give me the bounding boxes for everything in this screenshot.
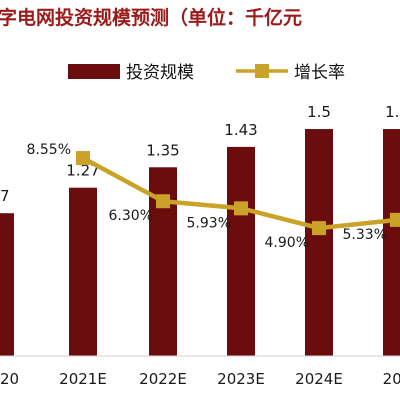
x-tick-2021E: 2021E — [59, 370, 107, 388]
bar-2024E — [305, 129, 333, 356]
chart-title: 字电网投资规模预测（单位：千亿元 — [0, 6, 302, 29]
bar-label-2022E: 1.35 — [146, 141, 179, 159]
legend-line-label: 增长率 — [294, 63, 345, 83]
growth-marker-2022E — [156, 194, 170, 209]
growth-label-2021E: 8.55% — [27, 142, 71, 158]
growth-rate-labels: 8.55% 6.30% 5.93% 4.90% 5.33% — [27, 142, 387, 251]
growth-marker-2024E — [312, 221, 326, 236]
bar-label-2024E: 1.5 — [307, 103, 331, 121]
legend-bar-swatch — [68, 64, 120, 79]
bar-label-2021E: 1.27 — [66, 162, 99, 180]
bar-value-labels: 17 1.27 1.35 1.43 1.5 1.5 — [0, 103, 400, 205]
x-tick-2022E: 2022E — [139, 370, 187, 388]
growth-label-2023E: 5.93% — [187, 215, 231, 231]
x-tick-202: 202 — [383, 370, 400, 388]
legend: 投资规模 增长率 — [68, 63, 345, 83]
growth-marker-2023E — [234, 201, 248, 216]
growth-marker-2021E — [76, 151, 90, 166]
x-tick-2023E: 2023E — [217, 370, 265, 388]
bar-202 — [383, 129, 400, 356]
growth-rate-markers — [76, 151, 400, 236]
bar-label-202: 1.5 — [385, 103, 400, 121]
bar-label-2023E: 1.43 — [224, 121, 257, 139]
bar-series — [0, 129, 400, 356]
growth-marker-202 — [390, 212, 400, 227]
growth-label-202: 5.33% — [343, 227, 387, 243]
legend-line-marker — [255, 64, 269, 78]
legend-bar-label: 投资规模 — [126, 63, 194, 83]
growth-label-2024E: 4.90% — [265, 235, 309, 251]
growth-label-2022E: 6.30% — [109, 208, 153, 224]
bar-2020 — [0, 213, 14, 356]
bar-label-2020: 17 — [0, 187, 10, 205]
bar-2021E — [69, 187, 97, 356]
bar-2023E — [227, 146, 255, 356]
x-tick-2024E: 2024E — [295, 370, 343, 388]
